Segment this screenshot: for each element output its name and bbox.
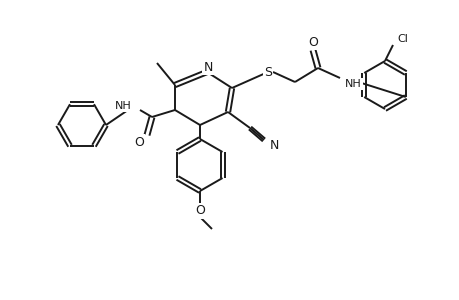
Text: O: O [134, 136, 144, 148]
Text: N: N [269, 139, 279, 152]
Text: Cl: Cl [396, 34, 407, 44]
Text: NH: NH [115, 101, 132, 111]
Text: NH: NH [344, 79, 361, 89]
Text: O: O [195, 205, 205, 218]
Text: N: N [203, 61, 212, 74]
Text: O: O [308, 35, 317, 49]
Text: S: S [263, 65, 271, 79]
